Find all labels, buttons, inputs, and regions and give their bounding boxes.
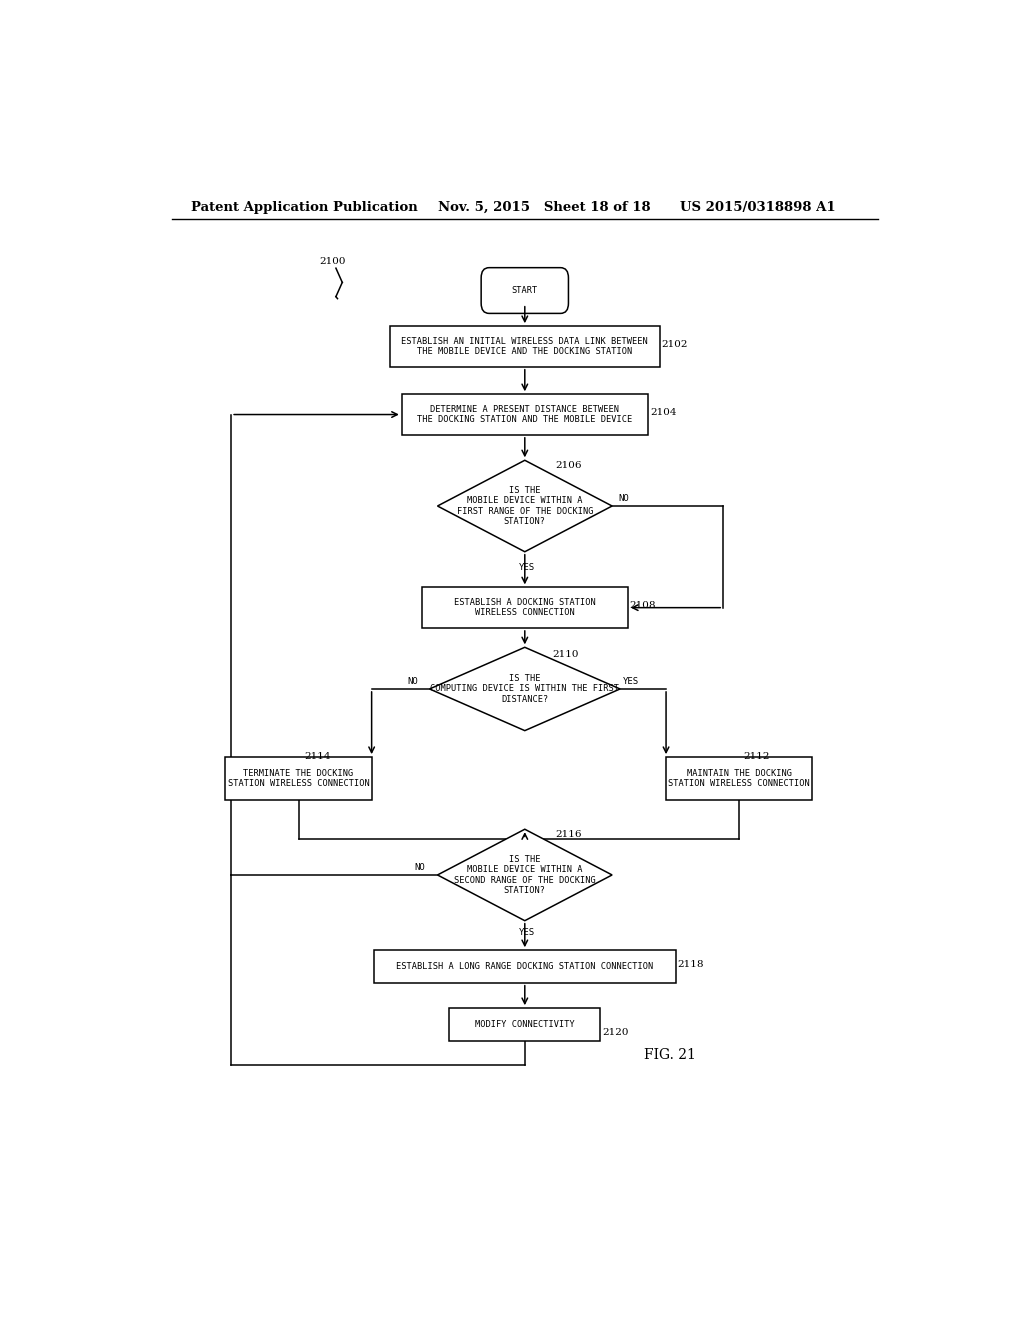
- Text: 2102: 2102: [662, 341, 688, 348]
- Text: Patent Application Publication: Patent Application Publication: [191, 201, 418, 214]
- Text: MAINTAIN THE DOCKING
STATION WIRELESS CONNECTION: MAINTAIN THE DOCKING STATION WIRELESS CO…: [669, 768, 810, 788]
- Text: US 2015/0318898 A1: US 2015/0318898 A1: [680, 201, 836, 214]
- Bar: [390, 326, 659, 367]
- Text: NO: NO: [407, 677, 418, 686]
- Text: ESTABLISH AN INITIAL WIRELESS DATA LINK BETWEEN
THE MOBILE DEVICE AND THE DOCKIN: ESTABLISH AN INITIAL WIRELESS DATA LINK …: [401, 337, 648, 356]
- Text: MODIFY CONNECTIVITY: MODIFY CONNECTIVITY: [475, 1020, 574, 1028]
- Text: 2116: 2116: [555, 830, 582, 838]
- Bar: [225, 758, 372, 800]
- Text: 2118: 2118: [677, 960, 703, 969]
- FancyBboxPatch shape: [481, 268, 568, 313]
- Text: IS THE
COMPUTING DEVICE IS WITHIN THE FIRST
DISTANCE?: IS THE COMPUTING DEVICE IS WITHIN THE FI…: [430, 675, 620, 704]
- Text: 2100: 2100: [319, 256, 346, 265]
- Text: NO: NO: [618, 494, 629, 503]
- Text: 2112: 2112: [743, 751, 770, 760]
- Text: Nov. 5, 2015   Sheet 18 of 18: Nov. 5, 2015 Sheet 18 of 18: [437, 201, 650, 214]
- Bar: [422, 587, 628, 628]
- Bar: [374, 950, 676, 982]
- Text: YES: YES: [519, 562, 536, 572]
- Text: FIG. 21: FIG. 21: [644, 1048, 695, 1061]
- Text: ESTABLISH A LONG RANGE DOCKING STATION CONNECTION: ESTABLISH A LONG RANGE DOCKING STATION C…: [396, 962, 653, 972]
- Text: IS THE
MOBILE DEVICE WITHIN A
FIRST RANGE OF THE DOCKING
STATION?: IS THE MOBILE DEVICE WITHIN A FIRST RANG…: [457, 486, 593, 527]
- Text: START: START: [512, 286, 538, 296]
- Polygon shape: [437, 829, 612, 921]
- Text: 2108: 2108: [630, 601, 656, 610]
- Text: 2120: 2120: [602, 1028, 629, 1038]
- Text: YES: YES: [519, 928, 536, 937]
- Text: IS THE
MOBILE DEVICE WITHIN A
SECOND RANGE OF THE DOCKING
STATION?: IS THE MOBILE DEVICE WITHIN A SECOND RAN…: [454, 855, 596, 895]
- Text: 2104: 2104: [650, 408, 677, 417]
- Bar: [666, 758, 812, 800]
- Text: YES: YES: [623, 677, 639, 686]
- Text: DETERMINE A PRESENT DISTANCE BETWEEN
THE DOCKING STATION AND THE MOBILE DEVICE: DETERMINE A PRESENT DISTANCE BETWEEN THE…: [417, 405, 633, 424]
- Text: ESTABLISH A DOCKING STATION
WIRELESS CONNECTION: ESTABLISH A DOCKING STATION WIRELESS CON…: [454, 598, 596, 618]
- Text: TERMINATE THE DOCKING
STATION WIRELESS CONNECTION: TERMINATE THE DOCKING STATION WIRELESS C…: [227, 768, 370, 788]
- Text: NO: NO: [415, 863, 426, 873]
- Polygon shape: [430, 647, 620, 731]
- Text: 2114: 2114: [304, 751, 331, 760]
- Text: 2106: 2106: [555, 461, 582, 470]
- Bar: [401, 395, 648, 434]
- Text: 2110: 2110: [553, 649, 580, 659]
- Polygon shape: [437, 461, 612, 552]
- Bar: [450, 1008, 600, 1040]
